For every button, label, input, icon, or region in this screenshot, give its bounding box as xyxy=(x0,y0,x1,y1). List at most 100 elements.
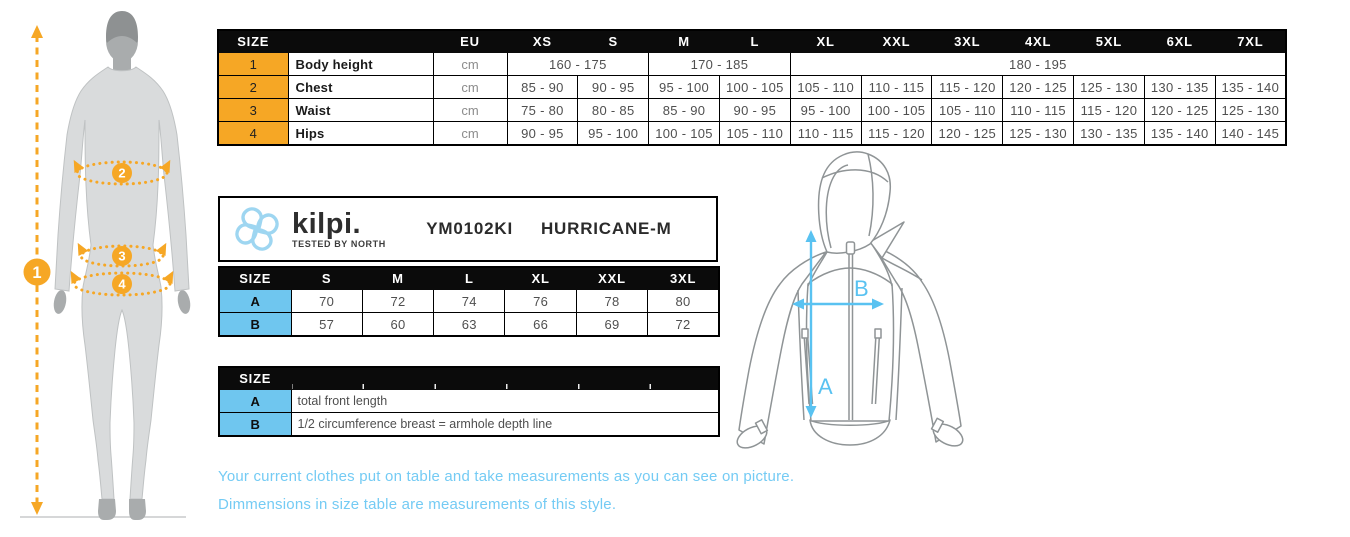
column-header-6XL: 6XL xyxy=(1143,29,1216,53)
waist-arrow-left-icon xyxy=(77,242,89,256)
value-cell: 90 - 95 xyxy=(506,121,579,146)
jacket-raglan-seam-left xyxy=(807,251,828,287)
unit-cell: cm xyxy=(432,75,508,99)
value-cell: 115 - 120 xyxy=(931,75,1004,99)
column-header-XXL: XXL xyxy=(575,266,649,290)
column-header-3XL: 3XL xyxy=(647,266,720,290)
column-header-blank xyxy=(287,29,434,53)
product-name: HURRICANE-M xyxy=(540,219,672,238)
table-row: B 57 60 63 66 69 72 xyxy=(218,312,720,337)
chest-arrow-left-icon xyxy=(73,159,85,173)
column-header-XL: XL xyxy=(504,266,577,290)
jacket-side-seam-right xyxy=(895,287,903,421)
description-cell: total front length xyxy=(290,389,720,413)
kilpi-logo: kilpi. TESTED BY NORTH xyxy=(220,203,386,255)
hips-measure-ellipse xyxy=(72,271,172,297)
mannequin-foot-left xyxy=(98,499,116,520)
value-cell: 120 - 125 xyxy=(1002,75,1074,99)
jacket-cuff-tab-left xyxy=(754,419,769,435)
value-cell: 76 xyxy=(504,289,577,313)
column-header-XXL: XXL xyxy=(860,29,933,53)
value-cell: 115 - 120 xyxy=(860,121,933,146)
value-cell: 95 - 100 xyxy=(577,121,650,146)
value-cell: 100 - 105 xyxy=(718,75,791,99)
jacket-body xyxy=(805,267,895,422)
value-cell: 95 - 100 xyxy=(648,75,720,99)
column-header-SIZE: SIZE xyxy=(218,366,292,390)
value-cell: 130 - 135 xyxy=(1143,75,1216,99)
waist-marker-label: 3 xyxy=(118,249,125,264)
hips-marker-label: 4 xyxy=(118,277,126,292)
value-cell: 60 xyxy=(361,312,435,337)
jacket-hem xyxy=(809,419,891,446)
value-cell: 57 xyxy=(290,312,363,337)
value-cell: 110 - 115 xyxy=(789,121,862,146)
value-cell: 170 - 185 xyxy=(648,52,791,76)
value-cell: 105 - 110 xyxy=(789,75,862,99)
jacket-sleeve-right xyxy=(873,245,962,443)
value-cell: 72 xyxy=(361,289,435,313)
row-key: A xyxy=(218,389,292,413)
body-measurements-table: SIZE EU XS S M L XL XXL 3XL 4XL 5XL 6XL 7XL 1 Body hei… xyxy=(217,29,1287,146)
note-line-2: Dimmensions in size table are measuremen… xyxy=(218,496,617,513)
column-header-M: M xyxy=(648,29,720,53)
value-cell: 85 - 90 xyxy=(648,98,720,122)
value-cell: 80 xyxy=(647,289,720,313)
value-cell: 120 - 125 xyxy=(1143,98,1216,122)
breast-arrow-left-icon xyxy=(792,298,804,310)
value-cell: 90 - 95 xyxy=(718,98,791,122)
value-cell: 180 - 195 xyxy=(789,52,1287,76)
jacket-zipper-pull xyxy=(845,241,856,255)
jacket-collar-line xyxy=(881,257,923,281)
jacket-hood-seam xyxy=(867,153,874,237)
mannequin-hand-right xyxy=(177,290,191,314)
front-length-label: A xyxy=(818,374,833,399)
note-line-1: Your current clothes put on table and ta… xyxy=(218,468,795,485)
row-label: Chest xyxy=(287,75,434,99)
column-header-4XL: 4XL xyxy=(1002,29,1074,53)
mannequin-hair xyxy=(106,11,138,43)
row-key: B xyxy=(218,412,292,437)
column-header-L: L xyxy=(433,266,506,290)
brand-text-block: kilpi. TESTED BY NORTH xyxy=(292,207,386,249)
jacket-zipper xyxy=(848,254,854,420)
table-row: 4 Hips cm 90 - 95 95 - 100 100 - 105 105 - 110… xyxy=(217,121,1287,146)
height-marker-label: 1 xyxy=(32,264,41,282)
chest-arrow-right-icon xyxy=(159,159,171,173)
value-cell: 75 - 80 xyxy=(506,98,579,122)
height-arrow-up-icon xyxy=(31,25,43,38)
value-cell: 125 - 130 xyxy=(1002,121,1074,146)
table-row: SIZE EU XS S M L XL XXL 3XL 4XL 5XL 6XL 7XL xyxy=(217,29,1287,53)
value-cell: 85 - 90 xyxy=(506,75,579,99)
unit-cell: cm xyxy=(432,121,508,146)
table-row: 1 Body height cm 160 - 175 170 - 185 180 - 19… xyxy=(217,52,1287,76)
jacket-sleeve-left xyxy=(738,251,827,445)
value-cell: 100 - 105 xyxy=(648,121,720,146)
row-key: B xyxy=(218,312,292,337)
chest-marker-label: 2 xyxy=(118,166,125,181)
value-cell: 80 - 85 xyxy=(577,98,650,122)
column-header-S: S xyxy=(577,29,650,53)
value-cell: 95 - 100 xyxy=(789,98,862,122)
value-cell: 90 - 95 xyxy=(577,75,650,99)
garment-size-table: SIZE S M L XL XXL 3XL A 70 72 74 76 78 80 B 57 60 63 66 69 7… xyxy=(218,266,720,337)
breast-arrow-right-icon xyxy=(872,298,884,310)
value-cell: 100 - 105 xyxy=(860,98,933,122)
value-cell: 110 - 115 xyxy=(860,75,933,99)
product-title: YM0102KI HURRICANE-M xyxy=(386,219,716,239)
table-row: 3 Waist cm 75 - 80 80 - 85 85 - 90 90 - 95 95 -… xyxy=(217,98,1287,122)
value-cell: 72 xyxy=(647,312,720,337)
column-header-EU: EU xyxy=(432,29,508,53)
unit-cell: cm xyxy=(432,52,508,76)
hips-marker-badge xyxy=(112,274,132,294)
unit-cell: cm xyxy=(432,98,508,122)
brand-wordmark: kilpi. xyxy=(292,207,362,240)
height-marker-badge xyxy=(23,258,51,286)
value-cell: 120 - 125 xyxy=(931,121,1004,146)
mannequin-foot-right xyxy=(129,499,146,520)
value-cell: 69 xyxy=(575,312,649,337)
hips-arrow-right-icon xyxy=(162,270,174,284)
row-number: 4 xyxy=(217,121,289,146)
jacket-hood-facet xyxy=(821,169,889,183)
value-cell: 63 xyxy=(433,312,506,337)
